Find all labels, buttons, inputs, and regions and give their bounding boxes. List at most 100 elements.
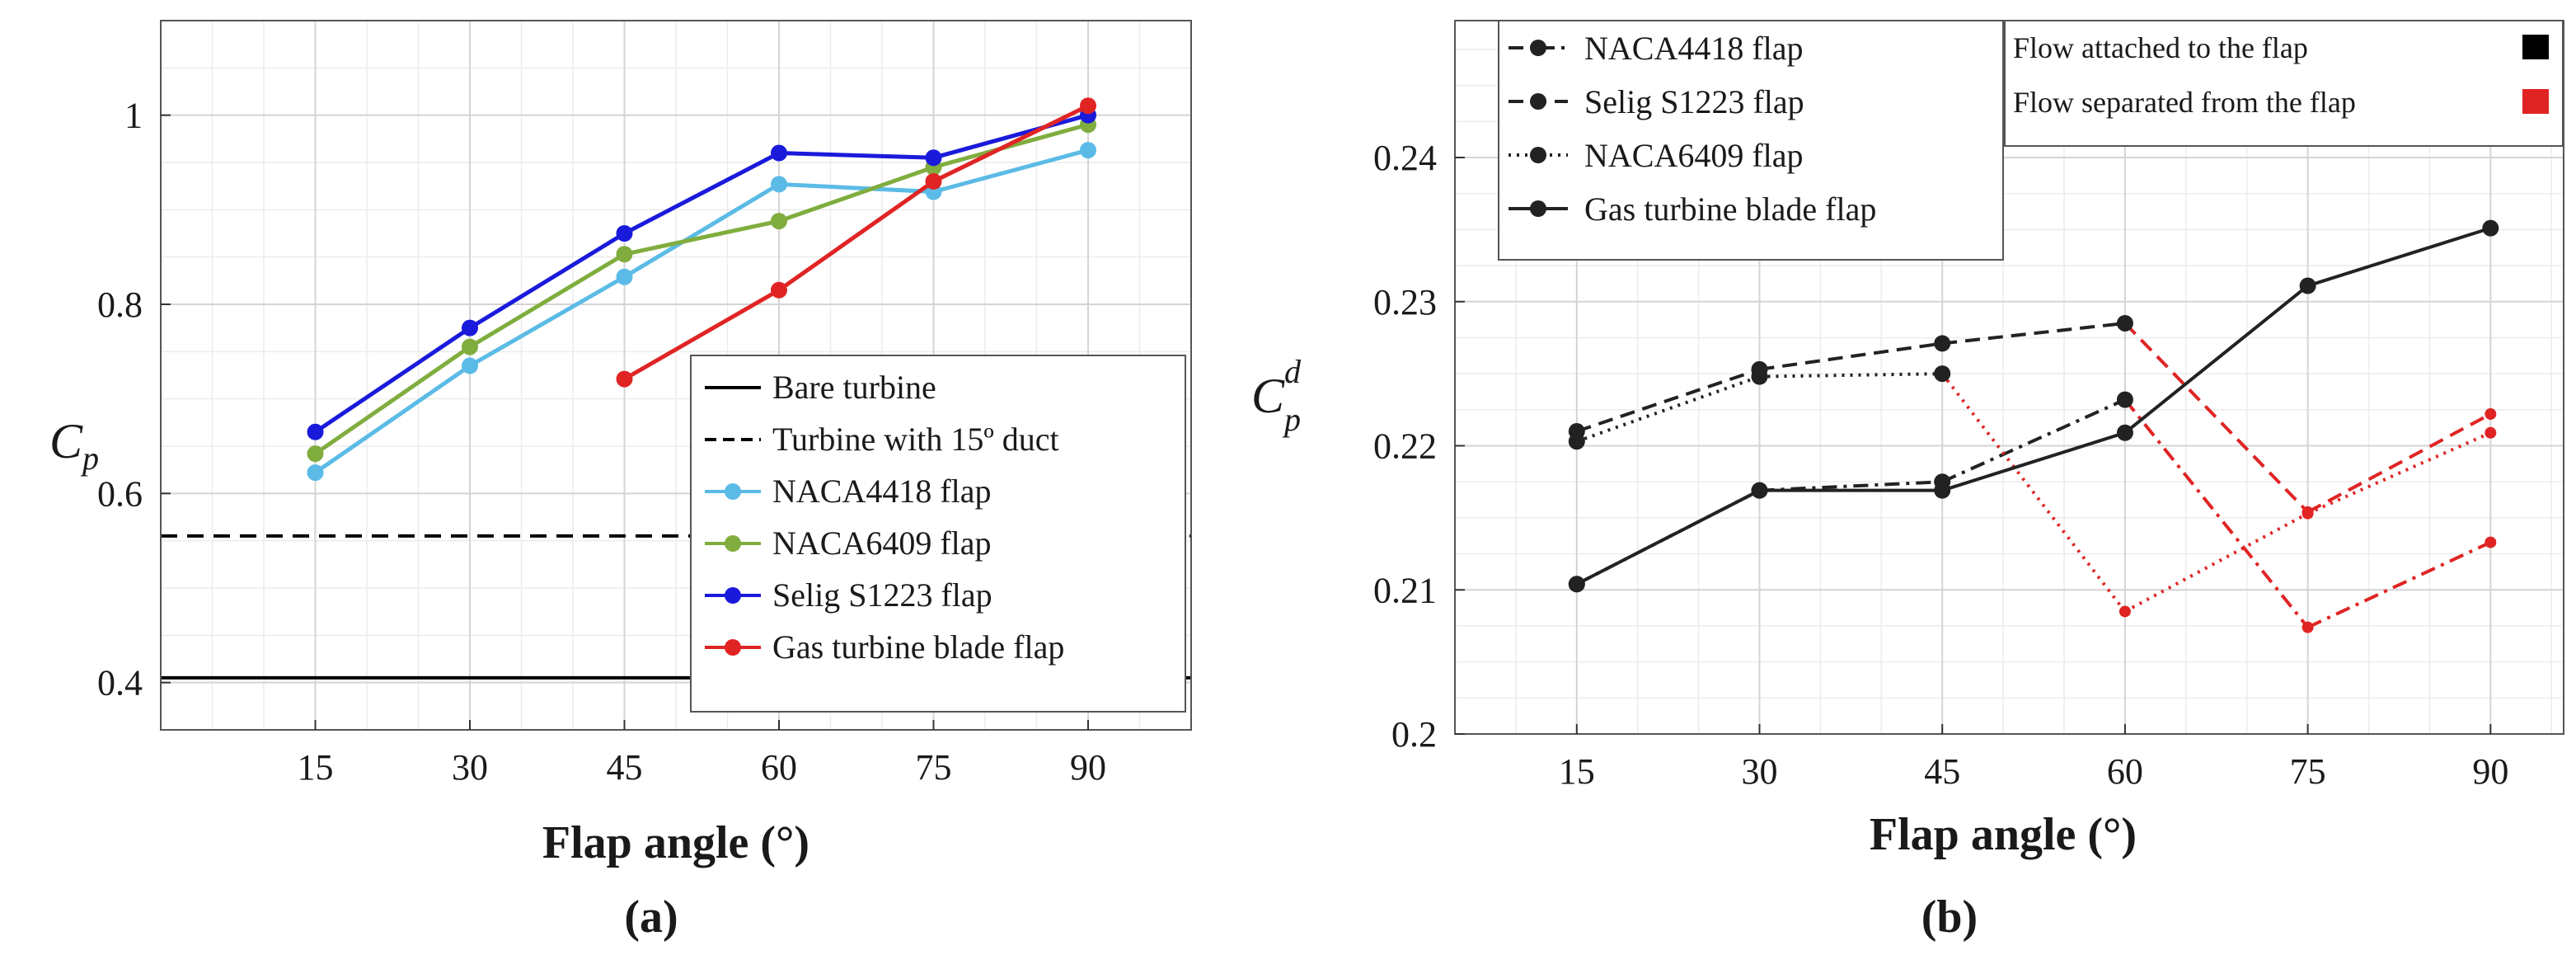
- panel-b-flow-state-legend: Flow attached to the flap Flow separated …: [2004, 20, 2564, 147]
- data-point-naca4418-flap: [771, 176, 787, 193]
- series-segment-naca4418-flap: [2123, 398, 2310, 628]
- legend-label: NACA6409 flap: [772, 525, 992, 562]
- data-point-gas-turbine-blade-flap: [2116, 424, 2133, 441]
- y-tick-label: 0.8: [97, 285, 143, 325]
- series-segment-gas-turbine-blade-flap: [2307, 226, 2491, 288]
- data-point-naca6409-flap: [771, 213, 787, 230]
- y-tick-label: 1: [124, 96, 143, 136]
- x-tick-label: 45: [607, 747, 643, 788]
- data-point-selig-s1223-flap: [925, 149, 942, 167]
- data-point-naca4418-flap: [2116, 391, 2133, 408]
- legend-label: NACA4418 flap: [772, 473, 992, 510]
- panel-b-y-axis-label: Cpd: [1251, 353, 1302, 438]
- y-tick-label: 0.21: [1373, 570, 1437, 610]
- data-point-gas-turbine-blade-flap: [1751, 482, 1768, 499]
- panel-a-x-axis-title: Flap angle (°): [542, 817, 809, 868]
- data-point-gas-turbine-blade-flap: [616, 370, 633, 388]
- panel-b-series: [1568, 219, 2499, 633]
- flow-state-label: Flow separated from the flap: [2013, 86, 2356, 119]
- x-tick-label: 45: [1924, 751, 1960, 792]
- data-point-naca6409-flap: [1568, 433, 1585, 450]
- data-point-naca6409-flap: [307, 445, 324, 463]
- data-point-gas-turbine-blade-flap: [1934, 482, 1951, 499]
- series-segment-selig-s1223-flap: [1576, 367, 1761, 433]
- data-point-naca6409-flap: [1934, 365, 1951, 383]
- legend-label: NACA4418 flap: [1584, 30, 1804, 67]
- data-point-naca6409-flap: [2119, 605, 2131, 618]
- y-tick-label: 0.23: [1373, 282, 1437, 322]
- panel-a-y-axis-label: Cp: [49, 414, 99, 477]
- panel-a-x-ticks: 15 30 45 60 75 90: [298, 720, 1106, 788]
- panel-b-legend: NACA4418 flap Selig S1223 flap NACA6409 fl…: [1498, 20, 2004, 261]
- x-tick-label: 90: [2472, 751, 2508, 792]
- y-tick-label: 0.22: [1373, 426, 1437, 467]
- legend-label: Selig S1223 flap: [1584, 83, 1804, 120]
- flow-state-label: Flow attached to the flap: [2013, 31, 2308, 64]
- legend-label: Selig S1223 flap: [772, 576, 992, 614]
- data-point-gas-turbine-blade-flap: [925, 172, 942, 190]
- series-line-selig-s1223-flap: [314, 113, 1089, 434]
- legend-marker: [1530, 93, 1546, 110]
- data-point-selig-s1223-flap: [1934, 335, 1951, 352]
- data-point-gas-turbine-blade-flap: [2482, 219, 2499, 237]
- series-line-gas-turbine-blade-flap: [623, 103, 1090, 381]
- data-point-naca4418-flap: [616, 268, 633, 285]
- panel-b-label: (b): [1921, 891, 1978, 943]
- series-segment-selig-s1223-flap: [1759, 341, 1943, 371]
- series-segment-selig-s1223-flap: [1941, 321, 2126, 346]
- flow-state-swatch: [2522, 35, 2549, 59]
- panel-a: 15 30 45 60 75 90 0.4 0.6 0.8 1 Cp Flap angle (°…: [49, 20, 1192, 943]
- series-segment-naca6409-flap: [1940, 372, 2127, 613]
- data-point-naca4418-flap: [307, 464, 324, 482]
- panel-b: 15 30 45 60 75 90 0.2 0.21 0.22 0.23 0.24 Cpd Fla…: [1251, 20, 2564, 943]
- data-point-naca6409-flap: [616, 246, 633, 263]
- data-point-selig-s1223-flap: [771, 144, 787, 162]
- data-point-naca4418-flap: [462, 357, 478, 374]
- legend-marker: [725, 639, 741, 656]
- panel-a-y-ticks: 0.4 0.6 0.8 1: [97, 96, 171, 703]
- series-segment-naca6409-flap: [2306, 430, 2492, 515]
- y-tick-label: 0.2: [1391, 714, 1437, 755]
- legend-marker: [725, 483, 741, 500]
- series-segment-gas-turbine-blade-flap: [1941, 430, 2126, 492]
- legend-marker: [1530, 40, 1546, 56]
- series-line-naca4418-flap: [314, 148, 1089, 475]
- y-tick-label: 0.4: [97, 663, 143, 703]
- x-tick-label: 30: [1742, 751, 1778, 792]
- series-segment-naca4418-flap: [1941, 398, 2126, 484]
- panel-a-label: (a): [624, 891, 678, 943]
- series-line-naca6409-flap: [314, 122, 1089, 456]
- legend-label: Gas turbine blade flap: [1584, 191, 1876, 228]
- data-point-selig-s1223-flap: [2116, 314, 2133, 332]
- x-tick-label: 75: [916, 747, 952, 788]
- series-segment-naca6409-flap: [1759, 372, 1943, 379]
- panel-a-legend: Bare turbine Turbine with 15º duct NACA441…: [690, 355, 1186, 713]
- data-point-selig-s1223-flap: [2485, 408, 2497, 421]
- legend-label: NACA6409 flap: [1584, 137, 1804, 174]
- data-point-gas-turbine-blade-flap: [771, 281, 787, 299]
- y-tick-label: 0.6: [97, 473, 143, 514]
- legend-label: Gas turbine blade flap: [772, 628, 1064, 666]
- series-segment-selig-s1223-flap: [2306, 412, 2492, 514]
- legend-marker: [1530, 147, 1546, 163]
- panel-a-series: [307, 97, 1096, 482]
- legend-marker: [725, 587, 741, 604]
- x-tick-label: 15: [1559, 751, 1595, 792]
- series-segment-gas-turbine-blade-flap: [1575, 488, 1761, 586]
- data-point-gas-turbine-blade-flap: [1080, 97, 1096, 115]
- x-tick-label: 90: [1070, 747, 1106, 788]
- data-point-gas-turbine-blade-flap: [2299, 277, 2316, 294]
- panel-b-x-axis-title: Flap angle (°): [1870, 809, 2137, 860]
- x-tick-label: 15: [298, 747, 334, 788]
- legend-label: Turbine with 15º duct: [772, 421, 1059, 458]
- data-point-selig-s1223-flap: [616, 225, 633, 242]
- series-segment-naca4418-flap: [2306, 540, 2492, 629]
- series-segment-gas-turbine-blade-flap: [2123, 284, 2309, 435]
- data-point-selig-s1223-flap: [307, 423, 324, 440]
- x-tick-label: 30: [452, 747, 488, 788]
- data-point-selig-s1223-flap: [462, 319, 478, 336]
- x-tick-label: 75: [2290, 751, 2326, 792]
- data-point-naca4418-flap: [1080, 142, 1096, 159]
- legend-marker: [1530, 200, 1546, 217]
